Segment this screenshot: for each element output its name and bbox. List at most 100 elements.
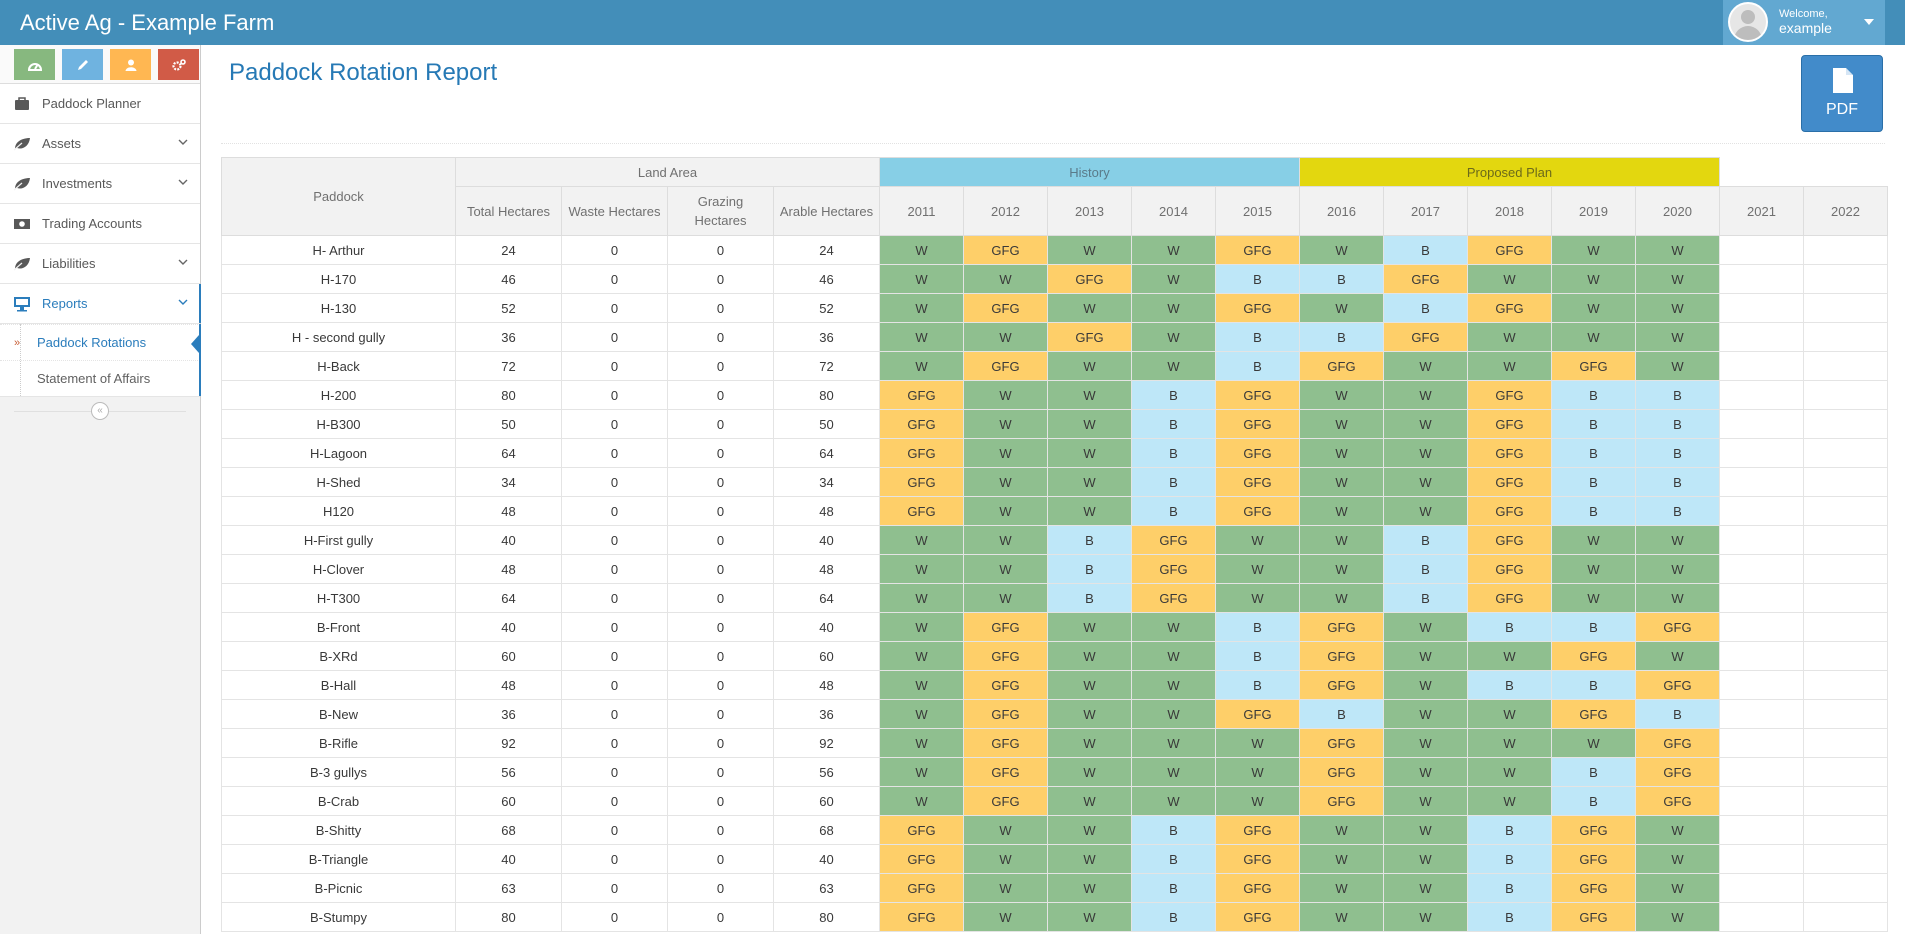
- crop-cell: GFG: [879, 902, 964, 932]
- sidebar-item-statement-of-affairs[interactable]: Statement of Affairs: [0, 360, 200, 396]
- land-col-header: Arable Hectares: [773, 186, 880, 236]
- crop-cell: GFG: [1299, 641, 1384, 671]
- crop-cell: W: [1131, 728, 1216, 758]
- crop-cell: GFG: [963, 235, 1048, 265]
- total-hectares-cell: 60: [455, 641, 562, 671]
- sidebar-item-liabilities[interactable]: Liabilities: [0, 244, 200, 284]
- sidebar-item-paddock-planner[interactable]: Paddock Planner: [0, 84, 200, 124]
- paddock-name-cell: H-200: [221, 380, 456, 410]
- sidebar-item-reports[interactable]: Reports: [0, 284, 201, 324]
- crop-cell: B: [1131, 409, 1216, 439]
- top-navbar: Active Ag - Example Farm Welcome, exampl…: [0, 0, 1905, 45]
- table-row: B-3 gullys 56 0 0 56 W GFG W W W GFG W W B GFG: [221, 757, 1888, 787]
- crop-cell: GFG: [1635, 728, 1720, 758]
- crop-cell: B: [1551, 438, 1636, 468]
- arable-hectares-cell: 80: [773, 380, 880, 410]
- total-hectares-cell: 40: [455, 612, 562, 642]
- waste-hectares-cell: 0: [561, 786, 668, 816]
- crop-cell: [1719, 438, 1804, 468]
- crop-cell: W: [1131, 322, 1216, 352]
- arable-hectares-cell: 92: [773, 728, 880, 758]
- table-row: H-Clover 48 0 0 48 W W B GFG W W B GFG W W: [221, 554, 1888, 584]
- cogs-shortcut-button[interactable]: [158, 49, 199, 80]
- crop-cell: W: [1299, 525, 1384, 555]
- app-brand[interactable]: Active Ag - Example Farm: [20, 10, 275, 35]
- crop-cell: B: [1299, 264, 1384, 294]
- crop-cell: GFG: [963, 641, 1048, 671]
- table-row: H-T300 64 0 0 64 W W B GFG W W B GFG W W: [221, 583, 1888, 613]
- waste-hectares-cell: 0: [561, 902, 668, 932]
- total-hectares-cell: 80: [455, 380, 562, 410]
- paddock-name-cell: H - second gully: [221, 322, 456, 352]
- crop-cell: GFG: [1131, 583, 1216, 613]
- crop-cell: W: [1215, 757, 1300, 787]
- paddock-name-cell: H- Arthur: [221, 235, 456, 265]
- crop-cell: W: [1215, 728, 1300, 758]
- reports-submenu: » Paddock Rotations Statement of Affairs: [0, 324, 201, 397]
- crop-cell: W: [1383, 699, 1468, 729]
- grazing-hectares-cell: 0: [667, 757, 774, 787]
- crop-cell: GFG: [1551, 902, 1636, 932]
- pdf-export-button[interactable]: PDF: [1801, 55, 1883, 132]
- arable-hectares-cell: 64: [773, 438, 880, 468]
- double-angle-left-icon[interactable]: «: [91, 402, 109, 420]
- user-menu[interactable]: Welcome, example: [1723, 0, 1885, 45]
- total-hectares-cell: 72: [455, 351, 562, 381]
- crop-cell: W: [879, 554, 964, 584]
- crop-cell: B: [1131, 844, 1216, 874]
- crop-cell: W: [1467, 264, 1552, 294]
- crop-cell: [1719, 699, 1804, 729]
- table-row: B-New 36 0 0 36 W GFG W W GFG B W W GFG B: [221, 699, 1888, 729]
- crop-cell: W: [1047, 815, 1132, 845]
- grazing-hectares-cell: 0: [667, 670, 774, 700]
- crop-cell: [1803, 902, 1888, 932]
- crop-cell: [1719, 467, 1804, 497]
- crop-cell: [1803, 293, 1888, 323]
- sidebar-item-label: Trading Accounts: [42, 216, 142, 231]
- crop-cell: GFG: [1635, 670, 1720, 700]
- waste-hectares-cell: 0: [561, 380, 668, 410]
- sidebar-item-investments[interactable]: Investments: [0, 164, 200, 204]
- land-col-header: Total Hectares: [455, 186, 562, 236]
- table-row: H-First gully 40 0 0 40 W W B GFG W W B GFG W W: [221, 525, 1888, 555]
- crop-cell: [1803, 235, 1888, 265]
- table-row: B-Hall 48 0 0 48 W GFG W W B GFG W B B GFG: [221, 670, 1888, 700]
- crop-cell: GFG: [1635, 757, 1720, 787]
- crop-cell: W: [963, 873, 1048, 903]
- crop-cell: B: [1131, 467, 1216, 497]
- grazing-hectares-cell: 0: [667, 235, 774, 265]
- crop-cell: GFG: [1047, 322, 1132, 352]
- crop-cell: W: [963, 264, 1048, 294]
- crop-cell: GFG: [1299, 786, 1384, 816]
- grazing-hectares-cell: 0: [667, 293, 774, 323]
- grazing-hectares-cell: 0: [667, 467, 774, 497]
- grazing-hectares-cell: 0: [667, 902, 774, 932]
- crop-cell: GFG: [963, 612, 1048, 642]
- crop-cell: GFG: [1215, 235, 1300, 265]
- user-shortcut-button[interactable]: [110, 49, 151, 80]
- total-hectares-cell: 40: [455, 844, 562, 874]
- crop-cell: [1719, 293, 1804, 323]
- crop-cell: GFG: [1299, 728, 1384, 758]
- crop-cell: W: [963, 496, 1048, 526]
- pencil-shortcut-button[interactable]: [62, 49, 103, 80]
- arable-hectares-cell: 60: [773, 786, 880, 816]
- caret-down-icon: [1864, 19, 1874, 25]
- briefcase-icon: [12, 96, 32, 112]
- crop-cell: W: [1047, 757, 1132, 787]
- waste-hectares-cell: 0: [561, 873, 668, 903]
- sidebar-item-label: Statement of Affairs: [37, 371, 151, 386]
- crop-cell: W: [1215, 554, 1300, 584]
- crop-cell: W: [963, 583, 1048, 613]
- crop-cell: GFG: [963, 670, 1048, 700]
- dashboard-shortcut-button[interactable]: [14, 49, 55, 80]
- sidebar-item-paddock-rotations[interactable]: » Paddock Rotations: [0, 324, 200, 360]
- crop-cell: W: [1131, 699, 1216, 729]
- crop-cell: W: [1131, 351, 1216, 381]
- crop-cell: GFG: [1551, 815, 1636, 845]
- sidebar-item-assets[interactable]: Assets: [0, 124, 200, 164]
- crop-cell: W: [1383, 844, 1468, 874]
- total-hectares-cell: 64: [455, 438, 562, 468]
- sidebar-item-trading-accounts[interactable]: Trading Accounts: [0, 204, 200, 244]
- waste-hectares-cell: 0: [561, 815, 668, 845]
